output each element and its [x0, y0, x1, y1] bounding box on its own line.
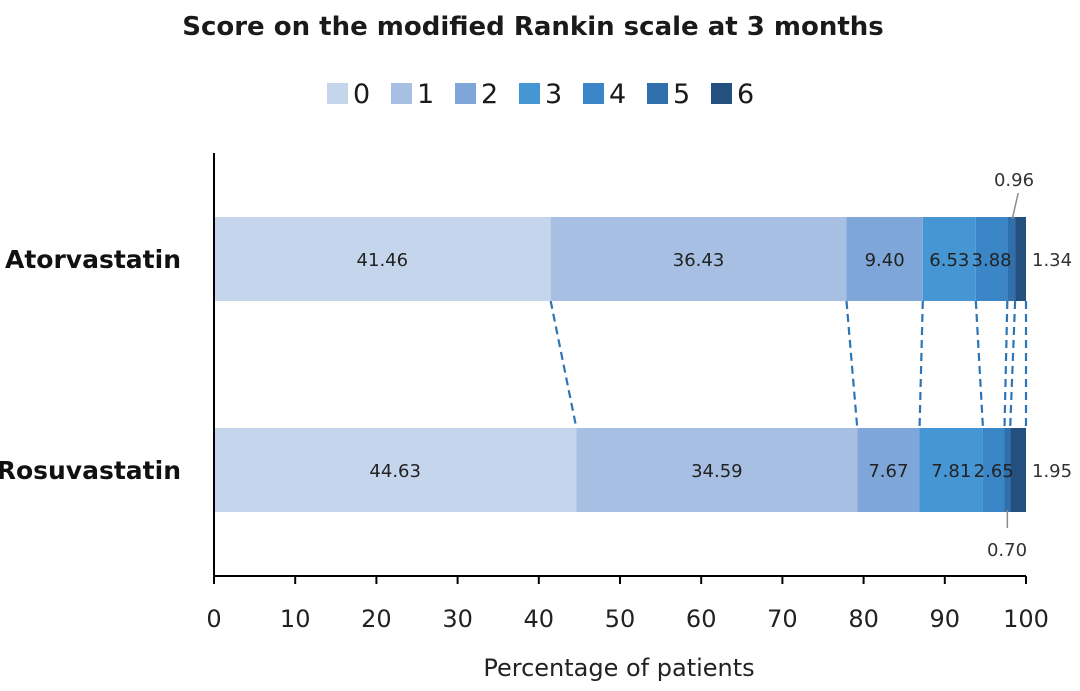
data-label-rosuvastatin-6: 1.95	[1032, 461, 1072, 482]
bar-segment-atorvastatin-0	[214, 217, 551, 301]
connector-line-1	[845, 300, 859, 429]
connector-line-5	[1009, 300, 1017, 429]
legend-label-6: 6	[737, 79, 754, 110]
bar-segment-rosuvastatin-0	[214, 428, 577, 512]
bar-segment-rosuvastatin-2	[857, 428, 920, 512]
legend-swatch-3	[519, 83, 540, 104]
bar-segment-atorvastatin-4	[975, 217, 1008, 301]
data-label-atorvastatin-2: 9.40	[865, 250, 905, 271]
data-label-rosuvastatin-4: 2.65	[974, 461, 1014, 482]
legend: 0 1 2 3 4 5 6	[327, 79, 754, 110]
x-tick-label-50: 50	[605, 605, 636, 633]
bars	[214, 217, 1026, 512]
bar-segment-rosuvastatin-3	[919, 428, 983, 512]
data-label-rosuvastatin-2: 7.67	[868, 461, 908, 482]
category-label-atorvastatin: Atorvastatin	[5, 245, 181, 274]
data-label-atorvastatin-1: 36.43	[673, 250, 725, 271]
x-tick-label-100: 100	[1003, 605, 1049, 633]
data-label-rosuvastatin-0: 44.63	[369, 461, 421, 482]
bar-segment-atorvastatin-3	[922, 217, 976, 301]
data-label-atorvastatin-3: 6.53	[929, 250, 969, 271]
data-label-atorvastatin-0: 41.46	[357, 250, 409, 271]
legend-swatch-2	[455, 83, 476, 104]
category-label-rosuvastatin: Rosuvastatin	[0, 456, 181, 485]
data-label-rosuvastatin-5: 0.70	[987, 540, 1027, 561]
legend-label-5: 5	[673, 79, 690, 110]
legend-swatch-5	[647, 83, 668, 104]
x-tick-label-30: 30	[442, 605, 473, 633]
category-labels: Atorvastatin Rosuvastatin	[0, 245, 181, 485]
x-axis: 0 10 20 30 40 50 60 70 80 90 100	[206, 153, 1049, 633]
legend-label-1: 1	[417, 79, 434, 110]
x-tick-label-80: 80	[848, 605, 879, 633]
connector-line-0	[549, 300, 578, 429]
x-tick-label-70: 70	[767, 605, 798, 633]
bar-segment-atorvastatin-6	[1015, 217, 1026, 301]
data-label-atorvastatin-4: 3.88	[972, 250, 1012, 271]
legend-label-4: 4	[609, 79, 626, 110]
chart-title: Score on the modified Rankin scale at 3 …	[182, 12, 884, 42]
data-label-rosuvastatin-1: 34.59	[691, 461, 743, 482]
bar-segment-atorvastatin-5	[1007, 217, 1016, 301]
bar-segment-atorvastatin-2	[846, 217, 923, 301]
bar-segment-rosuvastatin-4	[982, 428, 1005, 512]
connector-line-4	[1003, 300, 1009, 429]
connector-line-3	[974, 300, 985, 429]
bar-segment-rosuvastatin-1	[576, 428, 858, 512]
data-label-atorvastatin-5: 0.96	[994, 170, 1034, 191]
legend-swatch-1	[391, 83, 412, 104]
legend-label-2: 2	[481, 79, 498, 110]
bar-segment-rosuvastatin-5	[1004, 428, 1011, 512]
x-tick-label-40: 40	[524, 605, 555, 633]
connector-lines	[549, 300, 1028, 429]
x-tick-label-90: 90	[930, 605, 961, 633]
bar-segment-rosuvastatin-6	[1010, 428, 1026, 512]
data-label-rosuvastatin-3: 7.81	[931, 461, 971, 482]
bar-segment-atorvastatin-1	[550, 217, 847, 301]
legend-swatch-6	[711, 83, 732, 104]
x-axis-title: Percentage of patients	[483, 654, 754, 682]
legend-swatch-4	[583, 83, 604, 104]
data-labels: 41.46 36.43 9.40 6.53 3.88 0.96 1.34 44.63 34.59…	[357, 170, 1073, 561]
legend-label-0: 0	[353, 79, 370, 110]
x-tick-label-10: 10	[280, 605, 311, 633]
legend-label-3: 3	[545, 79, 562, 110]
connector-line-2	[918, 300, 924, 429]
x-tick-label-60: 60	[686, 605, 717, 633]
legend-swatch-0	[327, 83, 348, 104]
data-label-atorvastatin-6: 1.34	[1032, 250, 1072, 271]
x-tick-label-20: 20	[361, 605, 392, 633]
leader-line-atorvastatin-5	[1011, 192, 1019, 220]
x-tick-label-0: 0	[206, 605, 221, 633]
